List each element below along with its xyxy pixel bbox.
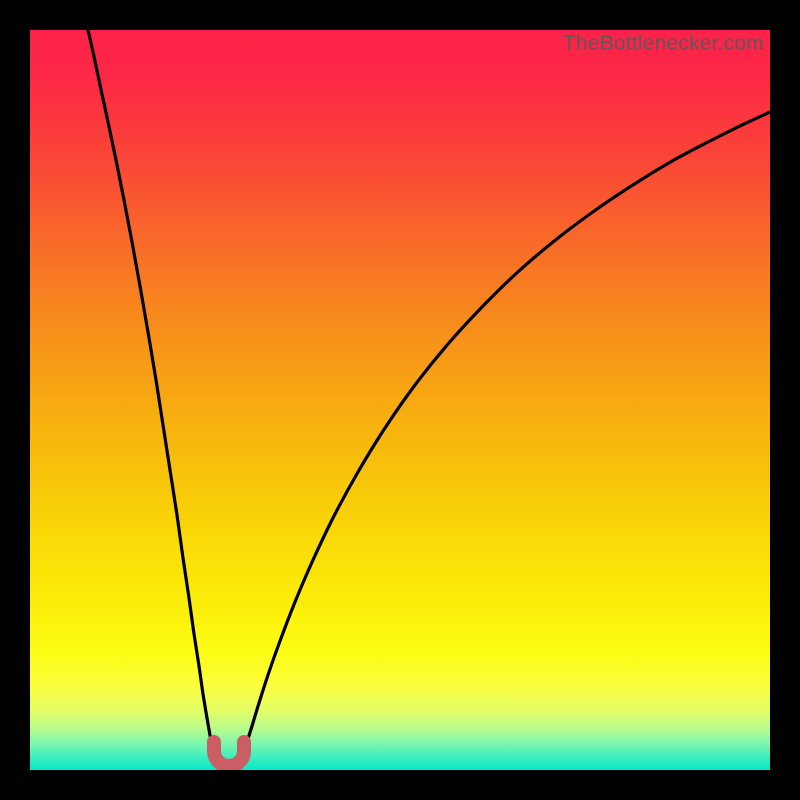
plot-area: TheBottlenecker.com <box>30 30 770 770</box>
right-curve <box>242 112 770 758</box>
frame-bottom <box>0 770 800 800</box>
frame-left <box>0 0 30 800</box>
optimal-marker <box>207 735 251 770</box>
bottleneck-curves <box>30 30 770 770</box>
frame-right <box>770 0 800 800</box>
optimal-marker-path <box>214 742 244 766</box>
left-curve <box>88 30 216 758</box>
frame-top <box>0 0 800 30</box>
watermark-text: TheBottlenecker.com <box>563 32 764 56</box>
